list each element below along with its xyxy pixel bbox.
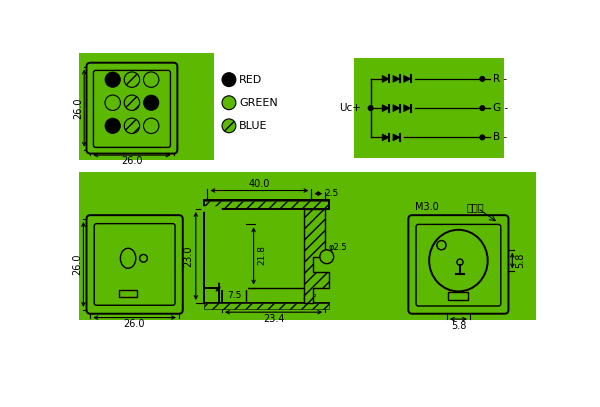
Circle shape [124,95,140,110]
Polygon shape [393,105,400,112]
Bar [203,200,329,209]
Circle shape [105,118,121,133]
Text: 2.5: 2.5 [324,189,338,198]
Text: G -: G - [493,103,508,113]
FancyBboxPatch shape [94,70,170,147]
Circle shape [480,135,485,140]
FancyBboxPatch shape [416,224,501,306]
Text: Uc+: Uc+ [340,103,361,113]
Bar [354,58,504,158]
Text: 23.4: 23.4 [263,314,284,324]
Circle shape [368,106,373,110]
Polygon shape [404,105,410,112]
Circle shape [437,241,446,250]
FancyBboxPatch shape [86,215,183,314]
Polygon shape [382,75,389,82]
Bar [119,290,137,297]
Circle shape [480,77,485,81]
Text: φ2.5: φ2.5 [328,243,347,252]
Text: 26.0: 26.0 [72,254,82,275]
Bar [79,53,214,160]
FancyBboxPatch shape [94,223,175,305]
Text: 26.0: 26.0 [124,319,145,329]
Text: 26.0: 26.0 [121,156,143,166]
Text: M3.0: M3.0 [415,202,438,212]
Text: 7.5: 7.5 [227,291,242,300]
Polygon shape [382,134,389,141]
Bar [203,303,329,309]
Text: 40.0: 40.0 [248,179,269,189]
Text: R -: R - [493,74,507,84]
Text: 密封圈: 密封圈 [466,202,484,212]
Circle shape [480,106,485,110]
Polygon shape [304,209,329,303]
Bar [79,172,536,320]
Polygon shape [404,75,410,82]
Bar [448,292,469,300]
Text: 80°: 80° [302,294,317,303]
Circle shape [124,72,140,88]
Text: 26.0: 26.0 [73,97,83,119]
Bar [205,201,328,208]
Polygon shape [382,105,389,112]
Circle shape [105,72,121,88]
Text: 5.8: 5.8 [451,321,466,331]
Polygon shape [393,75,400,82]
Circle shape [143,118,159,133]
Circle shape [222,73,236,87]
Text: GREEN: GREEN [239,98,278,108]
FancyBboxPatch shape [86,63,178,153]
Circle shape [320,250,334,264]
Text: 5.8: 5.8 [515,253,525,268]
Circle shape [457,259,463,265]
Polygon shape [393,134,400,141]
Ellipse shape [121,248,136,268]
Circle shape [143,72,159,88]
FancyBboxPatch shape [409,215,508,314]
Circle shape [222,119,236,133]
Text: RED: RED [239,74,262,85]
Ellipse shape [429,230,488,291]
Text: B -: B - [493,132,507,142]
Text: 21.8: 21.8 [257,245,266,265]
Circle shape [140,254,148,262]
Circle shape [143,95,159,110]
Text: 23.0: 23.0 [183,245,193,267]
Text: BLUE: BLUE [239,121,268,131]
Circle shape [222,96,236,109]
Circle shape [105,95,121,110]
Circle shape [124,118,140,133]
